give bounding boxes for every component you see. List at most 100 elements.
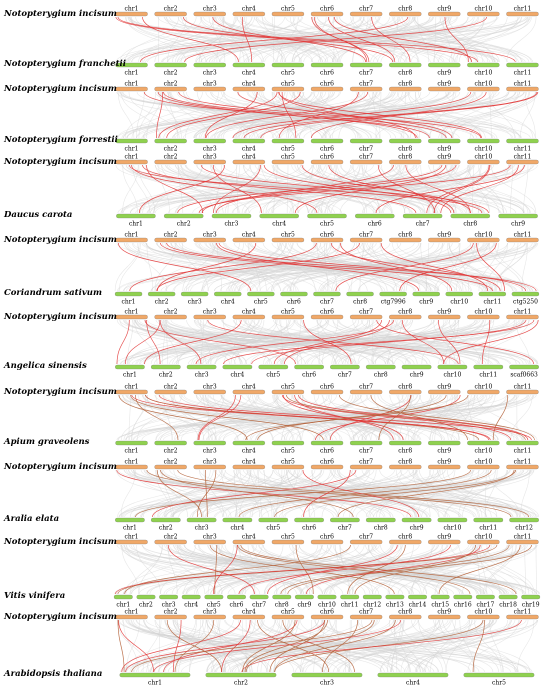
highlight-link xyxy=(135,469,471,518)
background-link xyxy=(288,469,514,518)
chromosome-label-bottom: chr11 xyxy=(479,372,497,379)
chromosome-label-bottom: chr2 xyxy=(159,372,173,379)
background-link xyxy=(172,16,252,63)
chromosome-label-top: chr1 xyxy=(125,384,139,391)
highlight-link xyxy=(443,319,539,365)
background-link xyxy=(332,319,409,365)
background-link xyxy=(163,469,428,518)
chromosome-bar-bottom xyxy=(389,62,422,68)
chromosome-label-top: chr10 xyxy=(475,534,493,541)
background-link xyxy=(433,619,531,673)
background-link xyxy=(410,544,443,595)
chromosome-label-bottom: chr5 xyxy=(207,602,221,609)
highlight-link xyxy=(130,394,324,441)
background-link xyxy=(297,319,301,365)
chromosome-label-bottom: chr3 xyxy=(224,221,238,228)
background-link xyxy=(456,16,485,63)
chromosome-label-top: chr7 xyxy=(359,232,373,239)
chromosome-label-top: chr4 xyxy=(242,459,256,466)
highlight-link xyxy=(146,319,161,365)
chromosome-bar-top xyxy=(115,464,148,470)
chromosome-label-bottom: chr2 xyxy=(139,602,153,609)
background-link xyxy=(450,544,534,595)
background-link xyxy=(458,544,514,595)
chromosome-label-top: chr8 xyxy=(398,459,412,466)
chromosome-bar-top xyxy=(115,389,148,395)
background-link xyxy=(422,544,490,595)
highlight-link xyxy=(223,319,535,365)
chromosome-bar-bottom xyxy=(506,440,539,446)
highlight-link xyxy=(338,394,535,441)
background-link xyxy=(227,164,240,214)
background-link xyxy=(180,16,255,63)
background-link xyxy=(116,242,483,292)
chromosome-bar-top xyxy=(467,314,500,320)
highlight-link xyxy=(311,91,487,139)
chromosome-bar-top xyxy=(467,237,500,243)
chromosome-bar-bottom xyxy=(294,364,324,370)
chromosome-bar-top xyxy=(271,389,305,395)
background-link xyxy=(506,16,537,63)
chromosome-label-top: chr8 xyxy=(398,534,412,541)
chromosome-bar-top xyxy=(154,539,187,545)
background-link xyxy=(202,319,515,365)
chromosome-bar-top xyxy=(154,389,187,395)
background-link xyxy=(430,619,456,673)
highlight-link xyxy=(241,619,522,673)
background-link xyxy=(176,619,197,673)
highlight-link xyxy=(328,164,455,214)
species-name-top: Notopterygium incisum xyxy=(3,9,117,19)
background-link xyxy=(121,619,527,673)
chromosome-label-bottom: chr7 xyxy=(338,525,352,532)
background-link xyxy=(222,319,353,365)
species-name-top: Notopterygium incisum xyxy=(3,612,117,622)
chromosome-label-top: chr1 xyxy=(125,609,139,616)
chromosome-bar-bottom xyxy=(204,594,224,600)
chromosome-bar-top xyxy=(115,539,148,545)
chromosome-bar-bottom xyxy=(355,213,395,219)
background-link xyxy=(271,242,531,292)
chromosome-label-top: chr8 xyxy=(398,309,412,316)
chromosome-label-top: chr10 xyxy=(475,384,493,391)
chromosome-bar-top xyxy=(467,86,500,92)
background-link xyxy=(114,242,140,292)
chromosome-label-top: chr3 xyxy=(203,609,217,616)
background-link xyxy=(479,544,488,595)
background-link xyxy=(232,242,321,292)
highlight-link xyxy=(251,319,527,365)
chromosome-label-top: chr3 xyxy=(203,6,217,13)
highlight-link xyxy=(328,16,396,63)
chromosome-label-top: chr8 xyxy=(398,6,412,13)
chromosome-label-bottom: chr6 xyxy=(230,602,244,609)
background-link xyxy=(218,619,226,673)
species-name-top: Notopterygium incisum xyxy=(3,235,117,245)
background-link xyxy=(176,242,394,292)
chromosome-label-bottom: chr9 xyxy=(410,525,424,532)
chromosome-label-bottom: chr3 xyxy=(188,299,202,306)
chromosome-label-bottom: chr7 xyxy=(359,70,373,77)
chromosome-bar-bottom xyxy=(115,440,148,446)
background-link xyxy=(413,469,487,518)
chromosome-label-bottom: chr1 xyxy=(125,146,139,153)
background-link xyxy=(366,394,498,441)
chromosome-bar-bottom xyxy=(115,517,145,523)
background-link xyxy=(119,242,141,292)
background-link xyxy=(143,394,333,441)
chromosome-bar-bottom xyxy=(280,291,308,297)
chromosome-label-bottom: chr3 xyxy=(203,70,217,77)
chromosome-bar-top xyxy=(428,389,461,395)
highlight-link xyxy=(131,619,373,673)
background-link xyxy=(145,242,402,292)
chromosome-bar-top xyxy=(506,314,539,320)
chromosome-bar-bottom xyxy=(402,213,443,219)
background-link xyxy=(177,544,223,595)
chromosome-label-top: chr6 xyxy=(320,459,334,466)
chromosome-bar-bottom xyxy=(136,594,156,600)
chromosome-bar-bottom xyxy=(222,364,253,370)
chromosome-bar-top xyxy=(428,464,461,470)
background-link xyxy=(185,544,351,595)
background-link xyxy=(380,619,441,673)
chromosome-label-bottom: chr10 xyxy=(475,146,493,153)
highlight-link xyxy=(377,164,436,214)
background-link xyxy=(163,319,357,365)
